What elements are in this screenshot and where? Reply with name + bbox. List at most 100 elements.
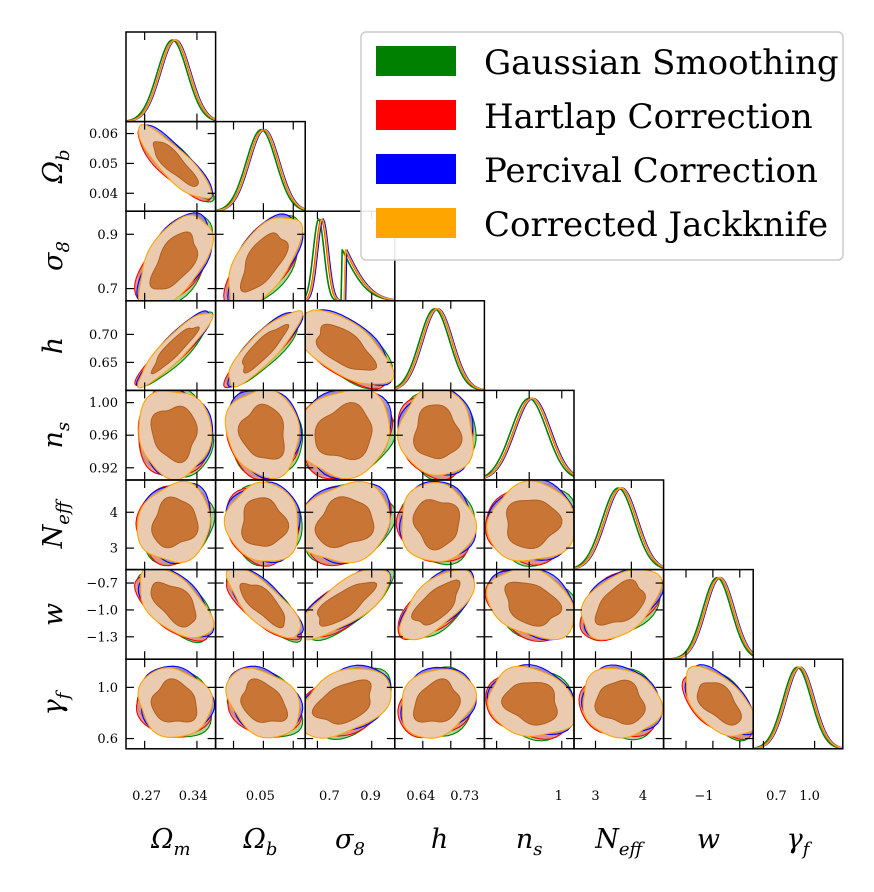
y-axis-label-n_s: ns bbox=[38, 422, 74, 449]
contour68 bbox=[594, 578, 646, 626]
contour68 bbox=[413, 678, 461, 723]
marginal-gamma_f-corrected-jackknife bbox=[753, 666, 843, 749]
legend-frame bbox=[360, 31, 844, 261]
panel-w-vs-w bbox=[662, 568, 754, 660]
marginal-omega_b-corrected-jackknife bbox=[215, 128, 306, 212]
panel-content bbox=[215, 128, 306, 212]
contour68 bbox=[152, 141, 199, 188]
panel-content bbox=[223, 213, 304, 301]
panel-content bbox=[484, 569, 574, 643]
panel-content bbox=[225, 665, 304, 739]
panel-content bbox=[135, 665, 216, 738]
panel-content bbox=[394, 308, 485, 391]
panel-N_eff-vs-N_eff bbox=[573, 479, 665, 571]
contour68 bbox=[696, 682, 742, 726]
panel-N_eff-vs-n_s bbox=[483, 479, 575, 571]
x-axis-label-omega_m: Ωm bbox=[150, 824, 190, 860]
marginal-omega_m-hartlap-correction bbox=[126, 39, 216, 122]
panel-omega_m-vs-omega_m bbox=[125, 31, 217, 123]
left-tick-label-N_eff: 3 bbox=[110, 542, 118, 557]
x-axis-label-h: h bbox=[431, 824, 448, 855]
left-tick-label-h: 0.65 bbox=[89, 356, 118, 371]
panel-w-vs-N_eff bbox=[573, 568, 665, 660]
panel-content bbox=[133, 569, 215, 644]
left-tick-label-omega_b: 0.04 bbox=[89, 187, 118, 202]
contour68 bbox=[315, 323, 378, 371]
left-tick-label-w: −1.0 bbox=[86, 603, 118, 618]
contour68 bbox=[594, 679, 646, 725]
panel-N_eff-vs-sigma_8 bbox=[304, 479, 396, 571]
x-axis-label-N_eff: Neff bbox=[594, 824, 645, 860]
panel-omega_b-vs-omega_b bbox=[214, 120, 306, 212]
panel-content bbox=[663, 576, 754, 660]
panel-content bbox=[397, 666, 478, 739]
y-axis-label-gamma_f: γf bbox=[38, 689, 74, 715]
marginal-N_eff-corrected-jackknife bbox=[574, 487, 664, 570]
left-tick-label-gamma_f: 1.0 bbox=[97, 681, 118, 696]
y-axis-label-omega_b: Ωb bbox=[38, 149, 74, 184]
contour68 bbox=[311, 679, 372, 725]
panel-content bbox=[397, 569, 476, 641]
y-axis-label-N_eff: Neff bbox=[38, 498, 74, 549]
left-tick-label-w: −0.7 bbox=[86, 577, 118, 592]
bottom-tick-label-gamma_f: 1.0 bbox=[799, 789, 820, 804]
contour68 bbox=[237, 403, 285, 460]
y-axis-label-h: h bbox=[38, 337, 69, 354]
marginal-gamma_f-gaussian-smoothing bbox=[753, 666, 843, 749]
panel-gamma_f-vs-omega_m bbox=[125, 658, 217, 750]
panel-content bbox=[224, 390, 304, 480]
panel-gamma_f-vs-sigma_8 bbox=[304, 658, 396, 750]
legend-label-gaussian: Gaussian Smoothing bbox=[484, 43, 839, 83]
legend-label-percival: Percival Correction bbox=[484, 151, 818, 191]
left-tick-label-sigma_8: 0.7 bbox=[97, 282, 118, 297]
panel-h-vs-omega_b bbox=[214, 300, 306, 392]
marginal-omega_b-gaussian-smoothing bbox=[215, 128, 306, 212]
x-axis-label-n_s: ns bbox=[516, 824, 543, 860]
legend-swatch-jackknife bbox=[376, 208, 456, 238]
marginal-omega_m-gaussian-smoothing bbox=[126, 39, 216, 122]
panel-content bbox=[397, 390, 477, 480]
panel-gamma_f-vs-n_s bbox=[483, 658, 575, 750]
y-axis-label-sigma_8: σ8 bbox=[38, 241, 74, 271]
panel-N_eff-vs-omega_b bbox=[214, 479, 306, 571]
y-axis-label-w: w bbox=[38, 603, 69, 626]
bottom-tick-label-h: 0.73 bbox=[450, 789, 479, 804]
panel-gamma_f-vs-gamma_f bbox=[752, 658, 844, 750]
left-tick-label-n_s: 1.00 bbox=[89, 396, 118, 411]
legend-swatch-percival bbox=[376, 154, 456, 184]
panel-content bbox=[225, 569, 304, 643]
panel-n_s-vs-omega_m bbox=[125, 389, 217, 481]
bottom-tick-label-omega_b: 0.05 bbox=[246, 789, 275, 804]
panel-content bbox=[305, 217, 395, 301]
panel-content bbox=[126, 39, 216, 122]
panel-w-vs-omega_b bbox=[214, 568, 306, 660]
contour68 bbox=[150, 326, 200, 375]
panel-h-vs-omega_m bbox=[125, 300, 217, 392]
bottom-tick-label-gamma_f: 0.7 bbox=[766, 789, 787, 804]
panel-n_s-vs-n_s bbox=[483, 389, 575, 481]
contour68 bbox=[239, 582, 286, 629]
panel-h-vs-h bbox=[394, 300, 486, 392]
panel-n_s-vs-h bbox=[394, 389, 486, 481]
contour68 bbox=[316, 581, 378, 627]
legend-swatch-gaussian bbox=[376, 46, 456, 76]
panel-frame bbox=[662, 568, 754, 660]
bottom-tick-label-N_eff: 4 bbox=[639, 789, 647, 804]
panel-content bbox=[484, 480, 574, 568]
panel-n_s-vs-sigma_8 bbox=[304, 389, 396, 481]
contour68 bbox=[151, 496, 199, 549]
panel-content bbox=[578, 664, 664, 741]
contour68 bbox=[150, 581, 197, 628]
panel-w-vs-sigma_8 bbox=[304, 568, 396, 660]
left-tick-label-omega_b: 0.06 bbox=[89, 127, 118, 142]
legend-swatch-hartlap bbox=[376, 100, 456, 130]
panel-content bbox=[681, 664, 754, 742]
panel-content bbox=[305, 569, 395, 642]
panel-content bbox=[134, 310, 214, 389]
marginal-sigma_8-corrected-jackknife bbox=[305, 217, 395, 301]
panel-sigma_8-vs-sigma_8 bbox=[304, 210, 396, 302]
panel-w-vs-omega_m bbox=[125, 568, 217, 660]
left-tick-label-h: 0.70 bbox=[89, 328, 118, 343]
bottom-tick-label-N_eff: 3 bbox=[591, 789, 599, 804]
